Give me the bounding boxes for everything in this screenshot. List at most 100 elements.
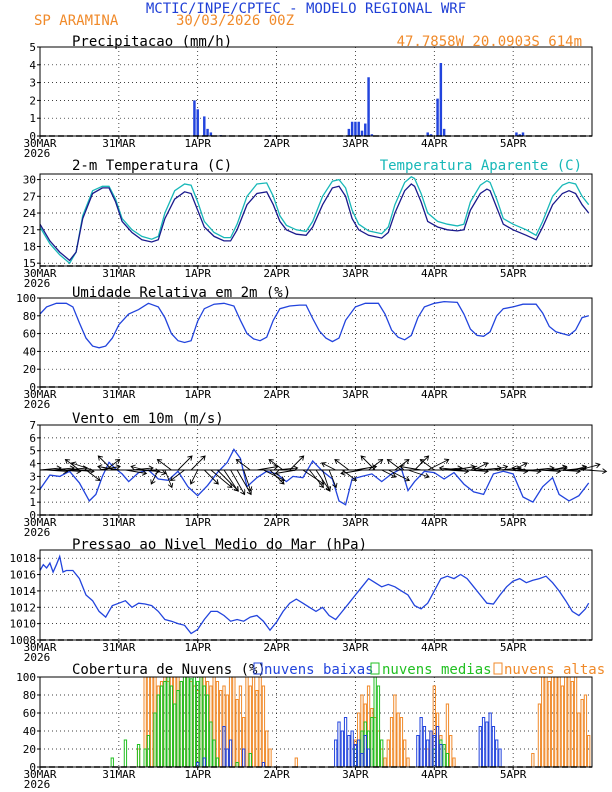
high-cloud-bar (245, 676, 249, 768)
precipitation-bar (209, 132, 213, 136)
x-tick-year-label: 2026 (24, 778, 51, 791)
y-tick-label: 4 (29, 59, 36, 72)
y-tick-label: 2 (29, 483, 36, 496)
mid-cloud-bar (380, 739, 384, 768)
x-tick-label: 30MAR (23, 137, 56, 150)
high-cloud-bar (386, 739, 390, 768)
rh-line (39, 300, 589, 349)
x-tick-label: 1APR (184, 641, 211, 654)
y-tick-label: 60 (23, 328, 36, 341)
wind-vector-arrow (203, 469, 219, 485)
precipitation-bar (518, 134, 521, 136)
x-tick-label: 3APR (342, 267, 369, 280)
mid-cloud-bar (153, 712, 157, 768)
wind-vector-arrow (447, 468, 470, 474)
mid-cloud-bar (196, 681, 200, 768)
mid-cloud-bar (205, 694, 210, 768)
x-tick-label: 30MAR (23, 388, 56, 401)
mid-cloud-bar (159, 685, 164, 768)
x-tick-label: 5APR (500, 641, 527, 654)
x-tick-label: 3APR (342, 768, 369, 781)
x-tick-label: 30MAR (23, 768, 56, 781)
x-tick-label: 1APR (184, 516, 211, 529)
pressure-title: Pressao ao Nivel Medio do Mar (hPa) (72, 537, 367, 553)
low-cloud-bar (439, 744, 443, 768)
low-cloud-bar (222, 726, 226, 768)
high-cloud-bar (550, 676, 555, 768)
high-cloud-bar (251, 676, 256, 768)
x-tick-label: 4APR (421, 388, 448, 401)
x-tick-label: 31MAR (102, 768, 135, 781)
x-tick-label: 2APR (263, 516, 290, 529)
y-tick-label: 40 (23, 725, 36, 738)
x-tick-label: 1APR (184, 267, 211, 280)
mid-cloud-bar (235, 762, 239, 768)
x-tick-label: 3APR (342, 388, 369, 401)
wind-vector-arrow (150, 469, 159, 485)
precipitation-bar (206, 128, 209, 136)
wind-vector-arrow (355, 464, 378, 471)
wind-vector-arrow (381, 469, 397, 478)
precipitation-bar (426, 132, 429, 136)
mid-clouds-legend-swatch (370, 662, 380, 675)
y-tick-label: 5 (29, 41, 36, 54)
high-cloud-bar (577, 712, 581, 768)
mid-cloud-bar (163, 681, 167, 768)
wind-vector-arrow (334, 458, 350, 471)
high-cloud-bar (261, 685, 266, 768)
low-cloud-bar (225, 748, 229, 768)
mid-cloud-bar (212, 739, 216, 768)
low-cloud-bar (429, 730, 433, 768)
y-tick-label: 1012 (10, 601, 37, 614)
high-cloud-bar (219, 690, 223, 768)
y-tick-label: 0 (29, 761, 36, 774)
high-cloud-bar (399, 717, 404, 768)
x-tick-year-label: 2026 (24, 651, 51, 664)
wind-vector-arrow (97, 464, 119, 471)
mid-cloud-bar (192, 676, 197, 768)
y-tick-label: 21 (23, 224, 36, 237)
cloud-cover-title: Cobertura de Nuvens (%) (72, 662, 266, 678)
temperature-line (39, 183, 590, 262)
mid-cloud-bar (182, 676, 187, 768)
precipitation-bar (203, 116, 206, 136)
mid-cloud-bar (156, 694, 160, 768)
wind-vector-arrow (585, 468, 608, 474)
high-cloud-bar (537, 703, 542, 768)
low-cloud-bar (366, 748, 371, 768)
y-tick-label: 80 (23, 310, 36, 323)
wind-vector-arrow (309, 469, 324, 489)
y-tick-label: 1008 (10, 634, 37, 647)
x-tick-label: 5APR (500, 137, 527, 150)
chart-title: MCTIC/INPE/CPTEC - MODELO REGIONAL WRF (146, 1, 466, 17)
x-tick-label: 4APR (421, 267, 448, 280)
wind-vector-arrow (169, 469, 185, 482)
x-tick-label: 5APR (500, 388, 527, 401)
precipitation-bar (442, 128, 446, 136)
mid-cloud-bar (373, 676, 377, 768)
y-tick-label: 1014 (10, 585, 37, 598)
high-cloud-bar (554, 676, 558, 768)
low-cloud-bar (495, 739, 499, 768)
wind-vector-arrow (269, 469, 285, 485)
wind-vector-arrow (539, 468, 562, 474)
y-tick-label: 30 (23, 174, 36, 187)
mid-cloud-bar (189, 678, 193, 768)
mid-cloud-bar (199, 676, 203, 768)
plot-frame (39, 549, 593, 641)
mid-cloud-bar (370, 717, 374, 768)
y-tick-label: 1010 (10, 618, 37, 631)
low-cloud-bar (353, 744, 358, 768)
low-cloud-bar (426, 739, 430, 768)
wind-vector-arrow (125, 469, 148, 476)
wind-vector-arrow (386, 458, 402, 471)
x-tick-label: 4APR (421, 516, 448, 529)
coordinates-label: 47.7858W 20.0903S 614m (397, 34, 582, 50)
high-cloud-bar (238, 685, 243, 768)
low-cloud-bar (416, 735, 420, 768)
wind-vector-arrow (151, 469, 167, 476)
mid-cloud-bar (442, 744, 446, 768)
